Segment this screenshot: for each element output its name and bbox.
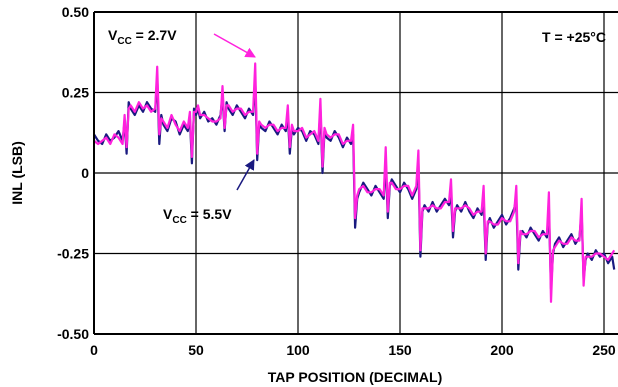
y-tick-labels: 0.50 0.25 0 -0.25 -0.50 [57,4,89,342]
plot-frame [93,11,618,335]
x-tick-labels: 0 50 100 150 200 250 [90,342,616,358]
x-tick-label: 100 [286,342,310,358]
vcc-2-7-suffix: = 2.7V [132,27,177,43]
vcc-5-5-arrow [236,159,255,191]
y-tick-label: 0.50 [62,4,89,20]
vcc-2-7-subscript: CC [117,36,131,47]
series-layer [94,62,616,303]
vcc-2-7-prefix: V [108,27,118,43]
vcc-5-5-prefix: V [163,206,173,222]
x-axis-title: TAP POSITION (DECIMAL) [268,369,442,385]
y-tick-label: 0 [81,165,89,181]
x-tick-label: 0 [90,342,98,358]
grid [94,12,618,334]
vcc-2-7-arrow [213,33,256,58]
series-vcc-2-7v-line [94,62,616,303]
y-tick-label: -0.50 [57,326,89,342]
y-tick-label: -0.25 [57,246,89,262]
x-tick-label: 250 [592,342,616,358]
x-tick-label: 200 [490,342,514,358]
x-tick-label: 50 [188,342,204,358]
vcc-2-7-annotation: VCC = 2.7V [108,27,177,47]
y-tick-label: 0.25 [62,85,89,101]
vcc-5-5-subscript: CC [172,215,186,226]
vcc-5-5-annotation: VCC = 5.5V [163,206,232,226]
temperature-annotation: T = +25°C [542,29,606,45]
vcc-5-5-suffix: = 5.5V [187,206,232,222]
x-tick-label: 150 [388,342,412,358]
y-axis-title: INL (LSB) [9,141,25,205]
